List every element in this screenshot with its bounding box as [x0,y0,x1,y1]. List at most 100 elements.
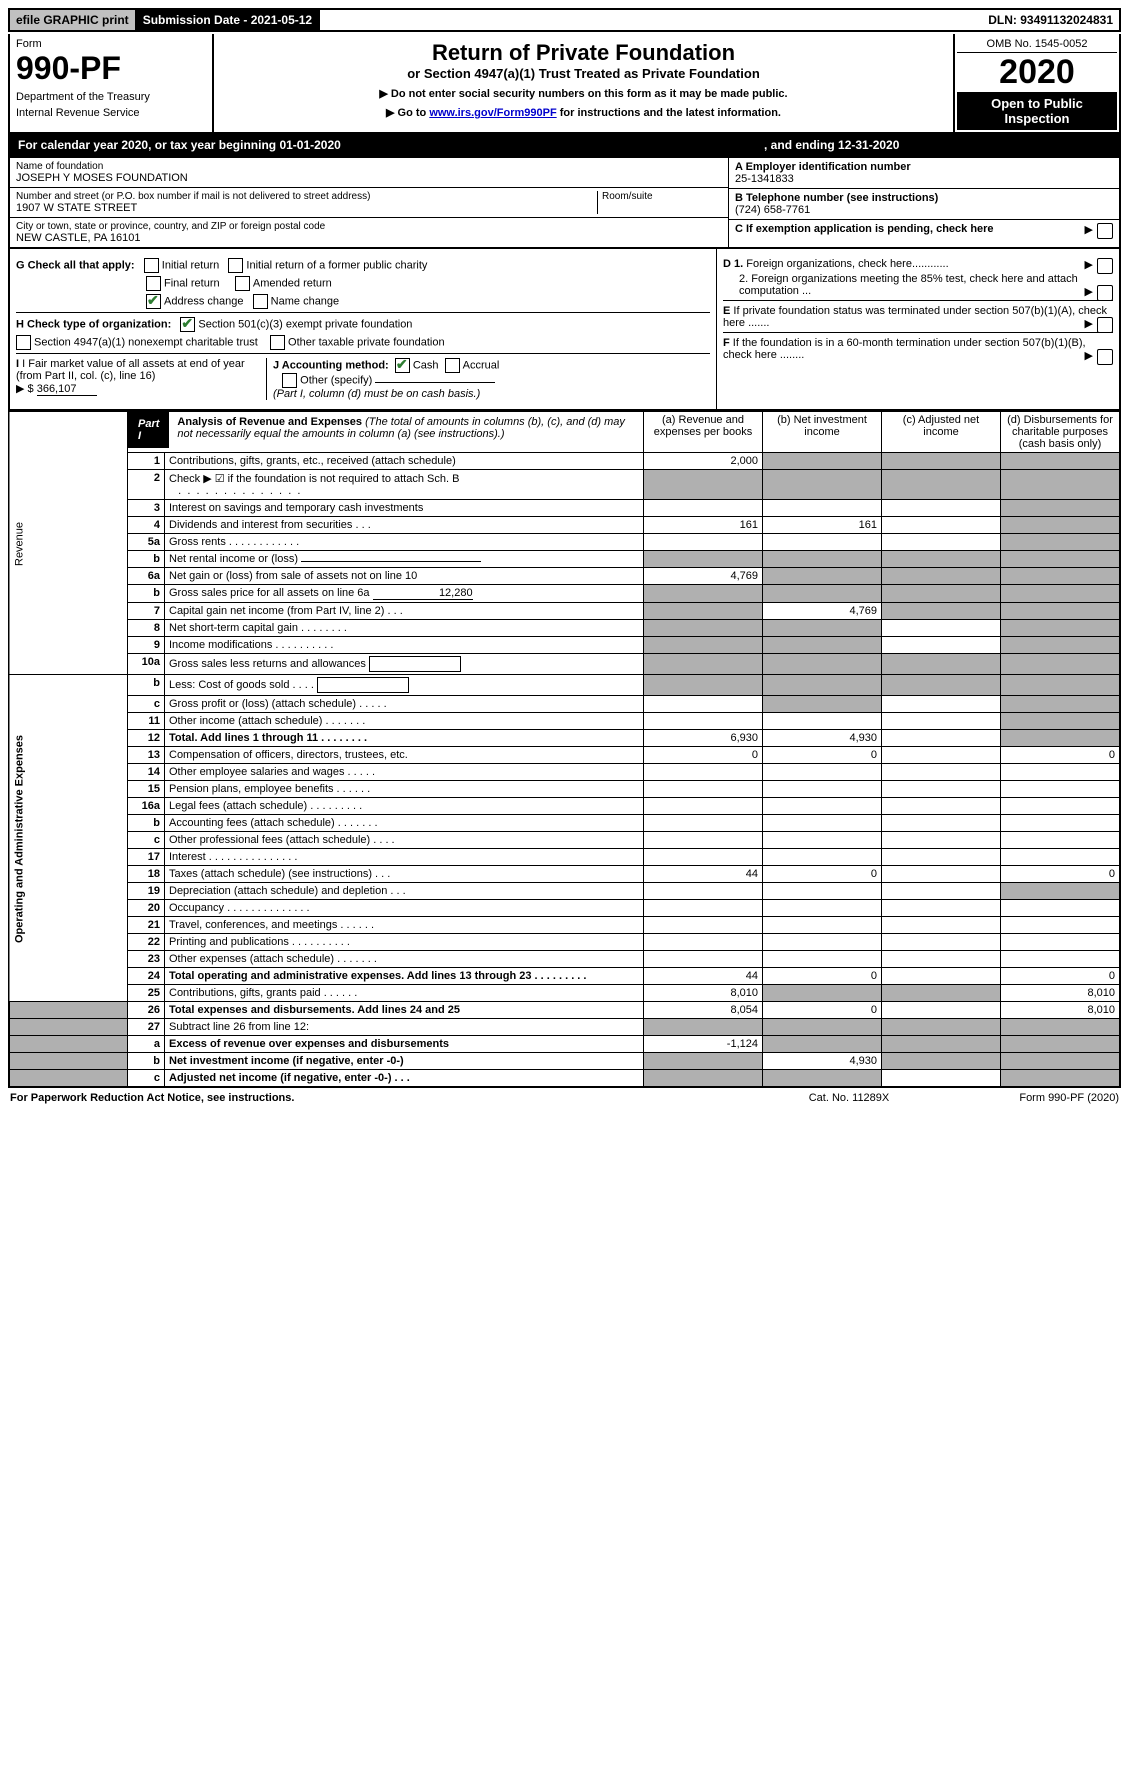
row-16a: 16aLegal fees (attach schedule) . . . . … [9,798,1120,815]
row-16c: cOther professional fees (attach schedul… [9,832,1120,849]
e-label: If private foundation status was termina… [723,305,1107,329]
cb-initial-former[interactable] [228,258,243,273]
col-c-header: (c) Adjusted net income [882,412,1001,453]
phone-label: B Telephone number (see instructions) [735,192,1113,204]
e-checkbox[interactable] [1097,317,1113,333]
cb-other-taxable[interactable] [270,335,285,350]
g-row: G Check all that apply: Initial return I… [16,258,710,273]
cb-initial-return[interactable] [144,258,159,273]
d2-checkbox[interactable] [1097,285,1113,301]
side-expenses: Operating and Administrative Expenses [9,675,128,1002]
cb-amended[interactable] [235,276,250,291]
d1-checkbox[interactable] [1097,258,1113,274]
ij-row: I I Fair market value of all assets at e… [16,353,710,400]
note-pre: ▶ Go to [386,107,429,119]
header-right: OMB No. 1545-0052 2020 Open to Public In… [953,34,1119,132]
street-address: 1907 W STATE STREET [16,202,597,214]
cb-name-change[interactable] [253,294,268,309]
dept-treasury: Department of the Treasury [16,91,206,103]
row-6a: 6aNet gain or (loss) from sale of assets… [9,568,1120,585]
footer-mid: Cat. No. 11289X [759,1092,939,1104]
form-subtitle: or Section 4947(a)(1) Trust Treated as P… [220,66,947,81]
dln: DLN: 93491132024831 [982,10,1119,30]
row-18: 18Taxes (attach schedule) (see instructi… [9,866,1120,883]
row-4: 4Dividends and interest from securities … [9,517,1120,534]
irs-link[interactable]: www.irs.gov/Form990PF [429,107,556,119]
tax-year: 2020 [957,53,1117,92]
ein-label: A Employer identification number [735,161,1113,173]
row-13: 13Compensation of officers, directors, t… [9,747,1120,764]
row-10c: cGross profit or (loss) (attach schedule… [9,696,1120,713]
row-3: 3Interest on savings and temporary cash … [9,500,1120,517]
c-checkbox[interactable] [1097,223,1113,239]
ein-field: A Employer identification number 25-1341… [729,158,1119,189]
name-label: Name of foundation [16,161,722,172]
h-row: H Check type of organization: Section 50… [16,312,710,332]
cb-4947a1[interactable] [16,335,31,350]
open-to-public: Open to Public Inspection [957,92,1117,130]
c-label: C If exemption application is pending, c… [735,223,994,235]
h1: Section 501(c)(3) exempt private foundat… [198,318,412,330]
efile-print: efile GRAPHIC print [10,10,137,30]
row-17: 17Interest . . . . . . . . . . . . . . . [9,849,1120,866]
submission-date: Submission Date - 2021-05-12 [137,10,320,30]
row-8: 8Net short-term capital gain . . . . . .… [9,620,1120,637]
cb-address-change[interactable] [146,294,161,309]
cb-accrual[interactable] [445,358,460,373]
row-5b: bNet rental income or (loss) [9,551,1120,568]
part1-title: Analysis of Revenue and Expenses [177,416,362,428]
row-12: 12Total. Add lines 1 through 11 . . . . … [9,730,1120,747]
entity-left: Name of foundation JOSEPH Y MOSES FOUNDA… [10,158,728,247]
cb-cash[interactable] [395,358,410,373]
calendar-year-row: For calendar year 2020, or tax year begi… [8,134,1121,158]
cal-begin: For calendar year 2020, or tax year begi… [18,138,341,152]
row-22: 22Printing and publications . . . . . . … [9,934,1120,951]
row-24: 24Total operating and administrative exp… [9,968,1120,985]
footer: For Paperwork Reduction Act Notice, see … [8,1088,1121,1108]
g-row2: Final return Amended return [16,276,710,291]
row-15: 15Pension plans, employee benefits . . .… [9,781,1120,798]
j-note: (Part I, column (d) must be on cash basi… [273,388,480,400]
omb-number: OMB No. 1545-0052 [957,36,1117,53]
header-mid: Return of Private Foundation or Section … [214,34,953,132]
f-label: If the foundation is in a 60-month termi… [723,337,1086,361]
irs: Internal Revenue Service [16,107,206,119]
entity-block: Name of foundation JOSEPH Y MOSES FOUNDA… [8,158,1121,249]
i-label: I Fair market value of all assets at end… [16,358,245,382]
addr-label: Number and street (or P.O. box number if… [16,191,597,202]
row-9: 9Income modifications . . . . . . . . . … [9,637,1120,654]
part1-tag: Part I [128,412,169,448]
foundation-name-field: Name of foundation JOSEPH Y MOSES FOUNDA… [10,158,728,188]
h2: Section 4947(a)(1) nonexempt charitable … [34,336,258,348]
row-20: 20Occupancy . . . . . . . . . . . . . . [9,900,1120,917]
cb-other-method[interactable] [282,373,297,388]
f-row: F If the foundation is in a 60-month ter… [723,332,1113,361]
form-number: 990-PF [16,50,206,87]
header-left: Form 990-PF Department of the Treasury I… [10,34,214,132]
row-11: 11Other income (attach schedule) . . . .… [9,713,1120,730]
j-label: J Accounting method: [273,359,389,371]
col-b-header: (b) Net investment income [763,412,882,453]
cb-final-return[interactable] [146,276,161,291]
address-field: Number and street (or P.O. box number if… [10,188,728,218]
phone-value: (724) 658-7761 [735,204,1113,216]
form-header: Form 990-PF Department of the Treasury I… [8,34,1121,134]
cb-501c3[interactable] [180,317,195,332]
h3: Other taxable private foundation [288,336,445,348]
d2-row: 2. Foreign organizations meeting the 85%… [723,273,1113,297]
note-post: for instructions and the latest informat… [557,107,781,119]
j3: Other (specify) [300,374,372,386]
row-10a: 10aGross sales less returns and allowanc… [9,654,1120,675]
cal-end: , and ending 12-31-2020 [764,138,899,152]
side-revenue: Revenue [9,412,128,675]
form-title: Return of Private Foundation [220,40,947,66]
j2: Accrual [463,359,500,371]
row-6b: bGross sales price for all assets on lin… [9,585,1120,603]
row-27b: bNet investment income (if negative, ent… [9,1053,1120,1070]
note-ssn: ▶ Do not enter social security numbers o… [220,87,947,100]
f-checkbox[interactable] [1097,349,1113,365]
d1-label: Foreign organizations, check here.......… [746,258,948,270]
note-link: ▶ Go to www.irs.gov/Form990PF for instru… [220,106,947,119]
room-label: Room/suite [602,191,722,202]
checks-right: D 1. Foreign organizations, check here..… [717,249,1119,409]
